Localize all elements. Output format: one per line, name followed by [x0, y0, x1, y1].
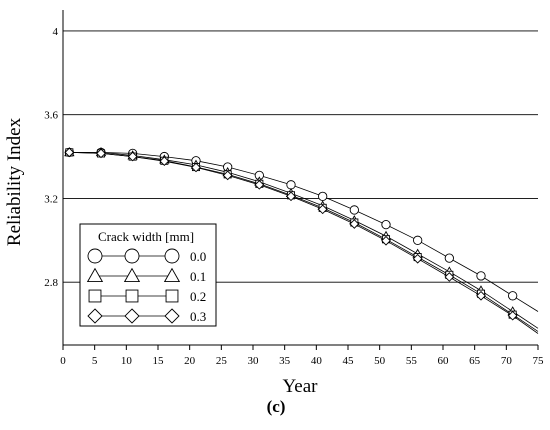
- series-line-circle: [69, 152, 539, 312]
- legend-marker-square: [88, 289, 102, 303]
- data-point-circle: [476, 271, 486, 281]
- x-tick-label: 65: [469, 355, 481, 367]
- data-point-diamond: [476, 290, 486, 301]
- x-axis-title: Year: [282, 376, 318, 397]
- data-point-diamond: [127, 151, 138, 162]
- data-point-circle: [508, 291, 518, 301]
- data-point-diamond: [381, 235, 391, 246]
- data-point-diamond: [507, 310, 518, 321]
- data-point-diamond: [159, 156, 170, 167]
- x-tick-label: 40: [311, 355, 323, 367]
- x-tick-label: 45: [343, 355, 355, 367]
- data-point-circle: [318, 191, 328, 201]
- data-point-diamond: [254, 179, 265, 190]
- data-point-diamond: [96, 148, 106, 159]
- legend-marker-diamond: [87, 308, 103, 324]
- data-point-diamond: [412, 253, 423, 264]
- y-tick-label: 4: [53, 26, 59, 38]
- data-point-diamond: [286, 191, 296, 202]
- legend-marker-triangle: [86, 267, 104, 283]
- x-tick-label: 25: [216, 355, 228, 367]
- legend-label: 0.0: [190, 249, 206, 264]
- x-tick-label: 20: [184, 355, 196, 367]
- data-point-circle: [381, 219, 391, 230]
- legend-marker-diamond: [164, 308, 180, 324]
- data-point-diamond: [222, 170, 233, 181]
- x-tick-label: 10: [121, 355, 133, 367]
- data-point-circle: [286, 180, 296, 190]
- x-tick-label: 15: [153, 355, 165, 367]
- axes: 2.83.23.640 5 10 15 20 25 30 35 40 45 50 55 60 65 70 75: [44, 10, 544, 367]
- legend-title: Crack width [mm]: [98, 229, 194, 244]
- data-point-diamond: [191, 162, 201, 173]
- x-tick-label: 30: [248, 355, 260, 367]
- x-tick-label: 5: [92, 355, 98, 367]
- legend-marker-diamond: [124, 308, 140, 324]
- data-point-diamond: [444, 272, 455, 282]
- legend-marker-circle: [164, 248, 180, 264]
- x-tick-label: 55: [406, 355, 418, 367]
- data-series: [64, 147, 539, 334]
- series-line-diamond: [69, 152, 539, 334]
- x-tick-label: 35: [279, 355, 291, 367]
- data-point-circle: [413, 235, 423, 245]
- legend: Crack width [mm] 0.0 0.1 0.2 0.3: [79, 223, 217, 327]
- panel-label: (c): [267, 397, 286, 416]
- gridlines: [63, 30, 538, 283]
- legend-label: 0.2: [190, 289, 206, 304]
- series-line-triangle: [69, 152, 539, 329]
- data-point-circle: [349, 205, 359, 215]
- y-tick-label: 2.8: [44, 277, 58, 289]
- y-tick-label: 3.6: [44, 110, 58, 122]
- x-tick-label: 0: [60, 355, 66, 367]
- data-point-diamond: [64, 147, 75, 158]
- legend-marker-triangle: [163, 267, 181, 283]
- data-point-diamond: [349, 219, 360, 229]
- legend-marker-circle: [87, 248, 103, 264]
- legend-marker-circle: [124, 248, 140, 264]
- y-tick-label: 3.2: [44, 193, 58, 205]
- legend-box: [79, 223, 217, 327]
- x-tick-label: 50: [374, 355, 386, 367]
- y-axis-title: Reliability Index: [4, 117, 25, 246]
- x-tick-label: 70: [501, 355, 513, 367]
- legend-label: 0.3: [190, 309, 206, 324]
- legend-marker-triangle: [123, 267, 141, 283]
- legend-label: 0.1: [190, 269, 206, 284]
- x-tick-label: 60: [438, 355, 450, 367]
- data-point-circle: [444, 253, 454, 263]
- legend-marker-square: [125, 289, 139, 303]
- x-tick-label: 75: [533, 355, 545, 367]
- data-point-diamond: [317, 204, 328, 215]
- legend-marker-square: [165, 289, 179, 303]
